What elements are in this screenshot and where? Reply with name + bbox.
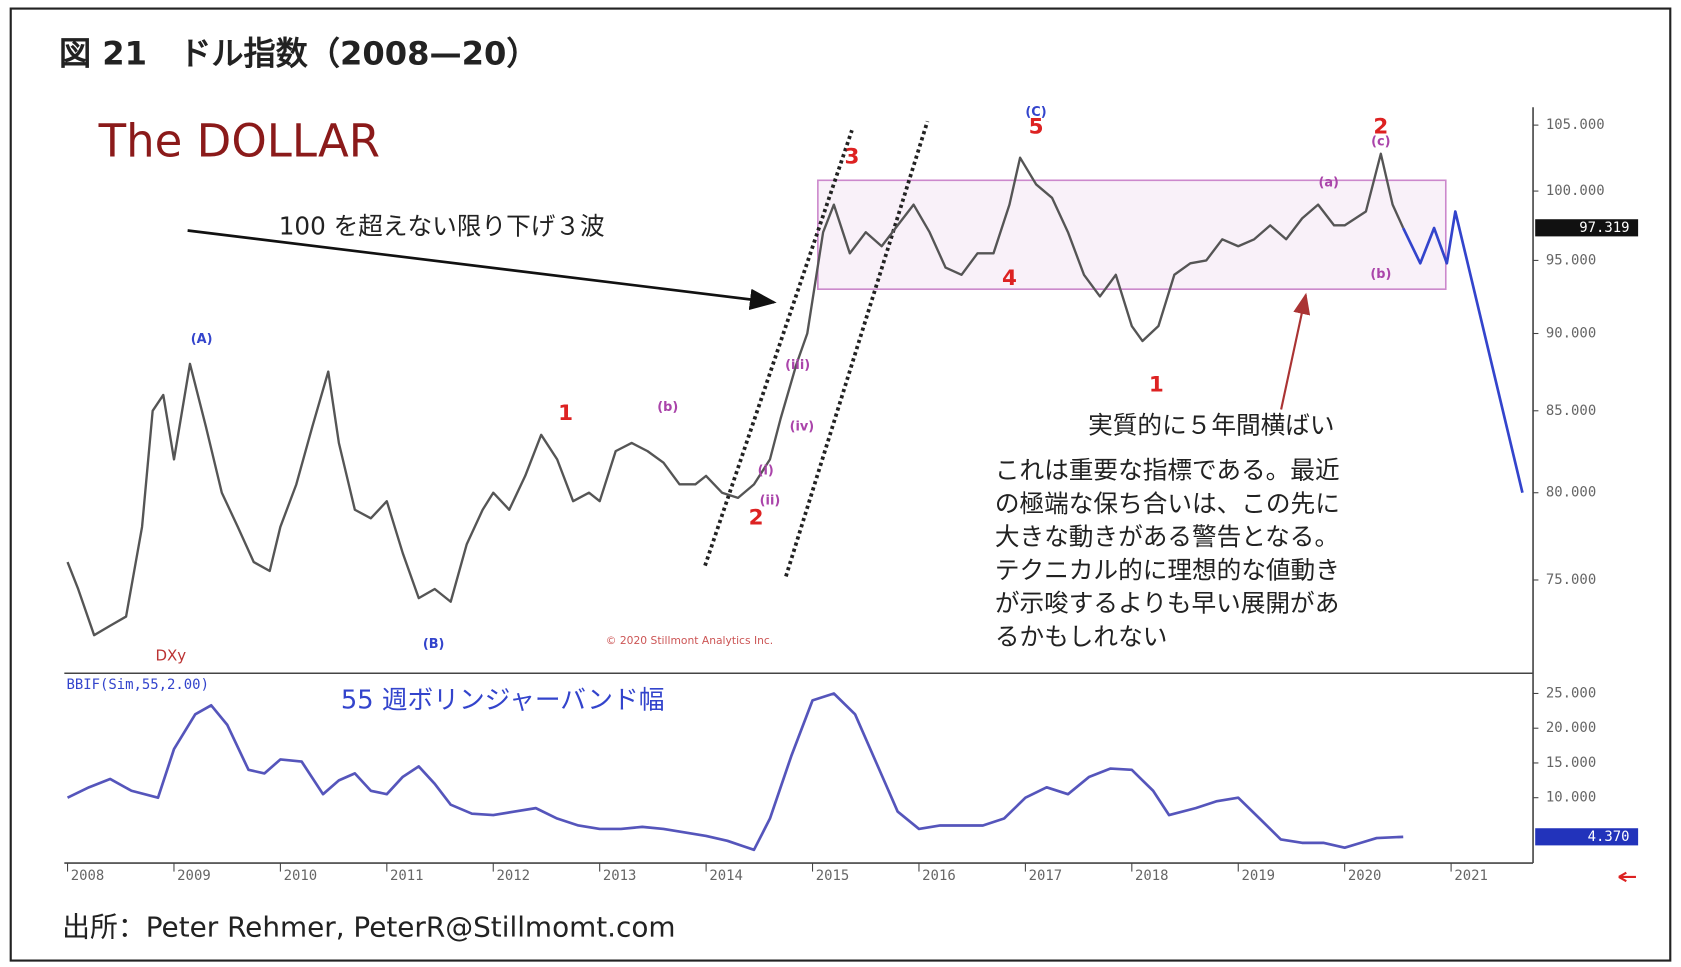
- wave-label: (C): [1025, 105, 1046, 120]
- last-value-box: [1535, 828, 1639, 846]
- y-tick-label: 75.000: [1546, 572, 1596, 588]
- wave-label: 5: [1029, 115, 1044, 140]
- range-box: [817, 179, 1447, 290]
- wave-label: (c): [1371, 134, 1390, 149]
- x-tick-label: 2018: [1135, 868, 1169, 884]
- y-tick-label: 100.000: [1546, 183, 1605, 199]
- wave-label: 1: [558, 401, 573, 426]
- comment-line: の極端な保ち合いは、この先に: [995, 489, 1340, 518]
- wave-label: 2: [749, 505, 764, 530]
- y-tick-label: 95.000: [1546, 252, 1596, 268]
- wave-label: (ii): [760, 494, 781, 509]
- wave-label: 2: [1373, 115, 1388, 140]
- x-tick-label: 2017: [1029, 868, 1063, 884]
- wave-label: (B): [423, 637, 445, 652]
- indicator-label: BBIF(Sim,55,2.00): [66, 677, 209, 693]
- annotation: 100 を超えない限り下げ３波: [279, 211, 605, 240]
- arrow-marker: [1618, 871, 1636, 883]
- comment-line: テクニカル的に理想的な値動き: [995, 555, 1340, 584]
- y-tick-label: 20.000: [1546, 720, 1596, 736]
- series-label: DXy: [155, 647, 186, 665]
- wave-label: (iv): [790, 419, 815, 434]
- y-tick-label: 80.000: [1546, 485, 1596, 501]
- wave-label: 3: [844, 145, 859, 170]
- y-tick-label: 90.000: [1546, 326, 1596, 342]
- annotation: 実質的に５年間横ばい: [1088, 411, 1334, 440]
- y-tick-label: 105.000: [1546, 117, 1605, 133]
- x-tick-label: 2011: [390, 868, 424, 884]
- y-tick-label: 15.000: [1546, 755, 1596, 771]
- comment-line: 大きな動きがある警告となる。: [995, 522, 1339, 551]
- x-tick-label: 2016: [922, 868, 956, 884]
- x-tick-label: 2020: [1348, 868, 1382, 884]
- wave-label: (b): [1370, 267, 1391, 282]
- arrow: [187, 229, 777, 311]
- last-value-label: 4.370: [1588, 829, 1630, 845]
- wave-label: 1: [1149, 373, 1164, 398]
- comment-line: これは重要な指標である。最近: [995, 456, 1340, 485]
- comment-line: が示唆するよりも早い展開があ: [995, 589, 1339, 618]
- wave-label: (iii): [785, 358, 810, 373]
- source: 出所：Peter Rehmer, PeterR@Stillmomt.com: [62, 910, 675, 943]
- y-tick-label: 85.000: [1546, 403, 1596, 419]
- last-value-box: [1535, 219, 1639, 237]
- y-tick-label: 10.000: [1546, 790, 1596, 806]
- series-line: [66, 152, 1405, 637]
- wave-label: (b): [657, 400, 678, 415]
- page-title: 図 21 ドル指数（2008—20）: [59, 35, 539, 73]
- channel-line: [784, 120, 930, 577]
- x-tick-label: 2009: [177, 868, 211, 884]
- x-tick-label: 2019: [1241, 868, 1275, 884]
- x-tick-label: 2021: [1454, 868, 1488, 884]
- y-tick-label: 25.000: [1546, 685, 1596, 701]
- x-tick-label: 2012: [496, 868, 530, 884]
- x-tick-label: 2010: [284, 868, 318, 884]
- last-value-label: 97.319: [1579, 220, 1629, 236]
- comment-line: るかもしれない: [995, 622, 1167, 651]
- series-line: [66, 692, 1404, 852]
- chart-title: The DOLLAR: [98, 115, 380, 168]
- x-tick-label: 2013: [603, 868, 637, 884]
- indicator-title: 55 週ボリンジャーバンド幅: [341, 686, 665, 716]
- wave-label: (i): [758, 463, 774, 478]
- x-tick-label: 2014: [709, 868, 743, 884]
- x-tick-label: 2008: [71, 868, 105, 884]
- x-tick-label: 2015: [816, 868, 850, 884]
- copyright: © 2020 Stillmont Analytics Inc.: [606, 634, 774, 647]
- wave-label: 4: [1002, 266, 1017, 291]
- arrow: [1280, 292, 1311, 410]
- wave-label: (a): [1318, 175, 1338, 190]
- wave-label: (A): [191, 332, 213, 347]
- projection-line: [1402, 210, 1524, 494]
